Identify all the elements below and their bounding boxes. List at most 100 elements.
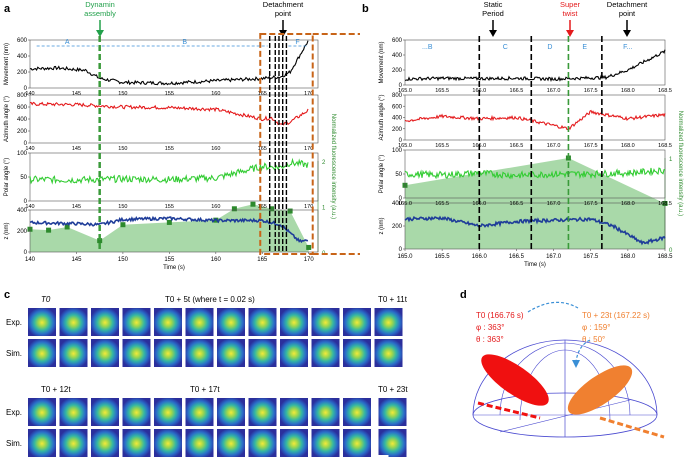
- psf-tile: [311, 429, 340, 457]
- fluorescence-point: [231, 206, 237, 212]
- x-tick-label: 166.5: [509, 254, 525, 260]
- fluorescence-point: [120, 222, 126, 228]
- x-tick-label: 170: [304, 146, 313, 152]
- psf-tile: [154, 308, 182, 336]
- x-tick-label: 165.5: [435, 201, 449, 207]
- psf-tile: [280, 308, 308, 336]
- psf-tile: [154, 339, 182, 367]
- y-tick-label: 0: [24, 141, 28, 147]
- psf-tile: [28, 339, 56, 367]
- x-tick-label: 168.5: [658, 88, 672, 94]
- phase-label: D: [547, 44, 552, 51]
- psf-tile: [185, 429, 214, 457]
- psf-tile: [185, 339, 214, 367]
- y-tick-label: 400: [17, 208, 28, 214]
- x-tick-label: 168.5: [658, 143, 672, 149]
- psf-tile: [185, 308, 214, 336]
- x-tick-label: 170: [304, 257, 315, 263]
- psf-tile: [91, 339, 119, 367]
- psf-tile: [343, 398, 371, 426]
- x-tick-label: 155: [165, 146, 174, 152]
- y-tick-label: 0: [24, 199, 28, 205]
- x-tick-label: 145: [72, 146, 81, 152]
- fluor-axis-label: Normalized fluorescence intensity (a.u.): [330, 114, 336, 219]
- orange-time: T0 + 23t (167.22 s): [582, 311, 650, 320]
- y-axis-label: Azimuth angle (°): [379, 94, 385, 140]
- x-tick-label: 165.5: [435, 88, 449, 94]
- subplot-frame: [29, 39, 319, 89]
- psf-tile: [91, 429, 119, 457]
- x-tick-label: 167.0: [547, 201, 561, 207]
- chart-panel-a: 0 1 2 Normalized fluorescence intensity (a.…: [4, 33, 360, 271]
- x-tick-label: 167.5: [584, 143, 598, 149]
- label-t12: T0 + 12t: [41, 385, 71, 394]
- series-line-movement: [29, 40, 309, 86]
- y-tick-label: 0: [399, 83, 403, 89]
- psf-tile: [280, 398, 308, 426]
- label-t0: T0: [41, 295, 51, 304]
- y-tick-label: 0: [24, 250, 28, 256]
- x-axis-label: Time (s): [163, 265, 185, 271]
- x-axis-label: Time (s): [524, 262, 546, 268]
- psf-tile: [378, 429, 407, 457]
- y-tick-label: 200: [392, 224, 403, 230]
- y-tick-label: 600: [392, 38, 403, 44]
- x-tick-label: 168.0: [620, 254, 636, 260]
- x-tick-label: 145: [72, 91, 81, 97]
- x-tick-label: 170: [304, 91, 313, 97]
- x-tick-label: 165.0: [398, 201, 412, 207]
- orange-ellipsoid: [567, 365, 633, 415]
- panel-label-d: d: [460, 289, 467, 301]
- y-tick-label: 200: [392, 127, 403, 133]
- x-tick-label: 145: [71, 257, 82, 263]
- fluorescence-point: [166, 219, 172, 225]
- psf-tile: [59, 339, 88, 367]
- x-tick-label: 166.5: [510, 201, 524, 207]
- fluorescence-area: [30, 204, 309, 252]
- phase-label: A: [65, 39, 70, 46]
- x-tick-label: 168.0: [621, 88, 635, 94]
- phase-label: F...: [623, 44, 632, 51]
- fluorescence-point: [97, 238, 103, 244]
- psf-tile: [311, 308, 340, 336]
- detachment-label-a: Detachment point: [263, 0, 304, 18]
- panel-label-a: a: [4, 3, 11, 15]
- y-tick-label: 200: [392, 68, 403, 74]
- y-axis-label: z (nm): [379, 218, 385, 235]
- psf-image-grid: T0 T0 + 5t (where t = 0.02 s) T0 + 11t T…: [6, 295, 408, 457]
- x-tick-label: 165: [258, 204, 267, 210]
- psf-tile: [59, 308, 88, 336]
- row-sim-2: Sim.: [6, 439, 22, 448]
- label-t11: T0 + 11t: [378, 295, 408, 304]
- fluor-tick-label: 2: [322, 160, 326, 166]
- fluorescence-point: [64, 224, 70, 230]
- red-time: T0 (166.76 s): [476, 311, 524, 320]
- orange-theta: θ : 50°: [582, 335, 605, 344]
- y-tick-label: 200: [17, 70, 28, 76]
- label-t5: T0 + 5t (where t = 0.02 s): [165, 295, 255, 304]
- x-tick-label: 167.5: [584, 88, 598, 94]
- x-tick-label: 165.0: [397, 254, 413, 260]
- x-tick-label: 150: [118, 257, 129, 263]
- y-axis-label: Movement (nm): [379, 41, 385, 83]
- series-line-z: [29, 215, 309, 244]
- red-ellipsoid: [481, 354, 549, 406]
- fluorescence-point: [306, 244, 312, 250]
- psf-tile: [217, 339, 245, 367]
- psf-tile: [59, 398, 88, 426]
- phase-label: F: [295, 39, 299, 46]
- series-line-movement: [404, 49, 666, 83]
- y-tick-label: 400: [392, 201, 403, 207]
- y-tick-label: 0: [399, 247, 403, 253]
- psf-tile: [311, 339, 340, 367]
- twist-arrowhead: [566, 30, 574, 37]
- y-tick-label: 200: [17, 229, 28, 235]
- psf-tile: [343, 429, 371, 457]
- red-theta: θ : 363°: [476, 335, 504, 344]
- psf-tile: [122, 308, 151, 336]
- x-tick-label: 166.0: [472, 254, 488, 260]
- psf-tile: [28, 429, 56, 457]
- x-tick-label: 155: [164, 257, 175, 263]
- series-line-polar-angle: [404, 167, 666, 180]
- x-tick-label: 150: [118, 204, 127, 210]
